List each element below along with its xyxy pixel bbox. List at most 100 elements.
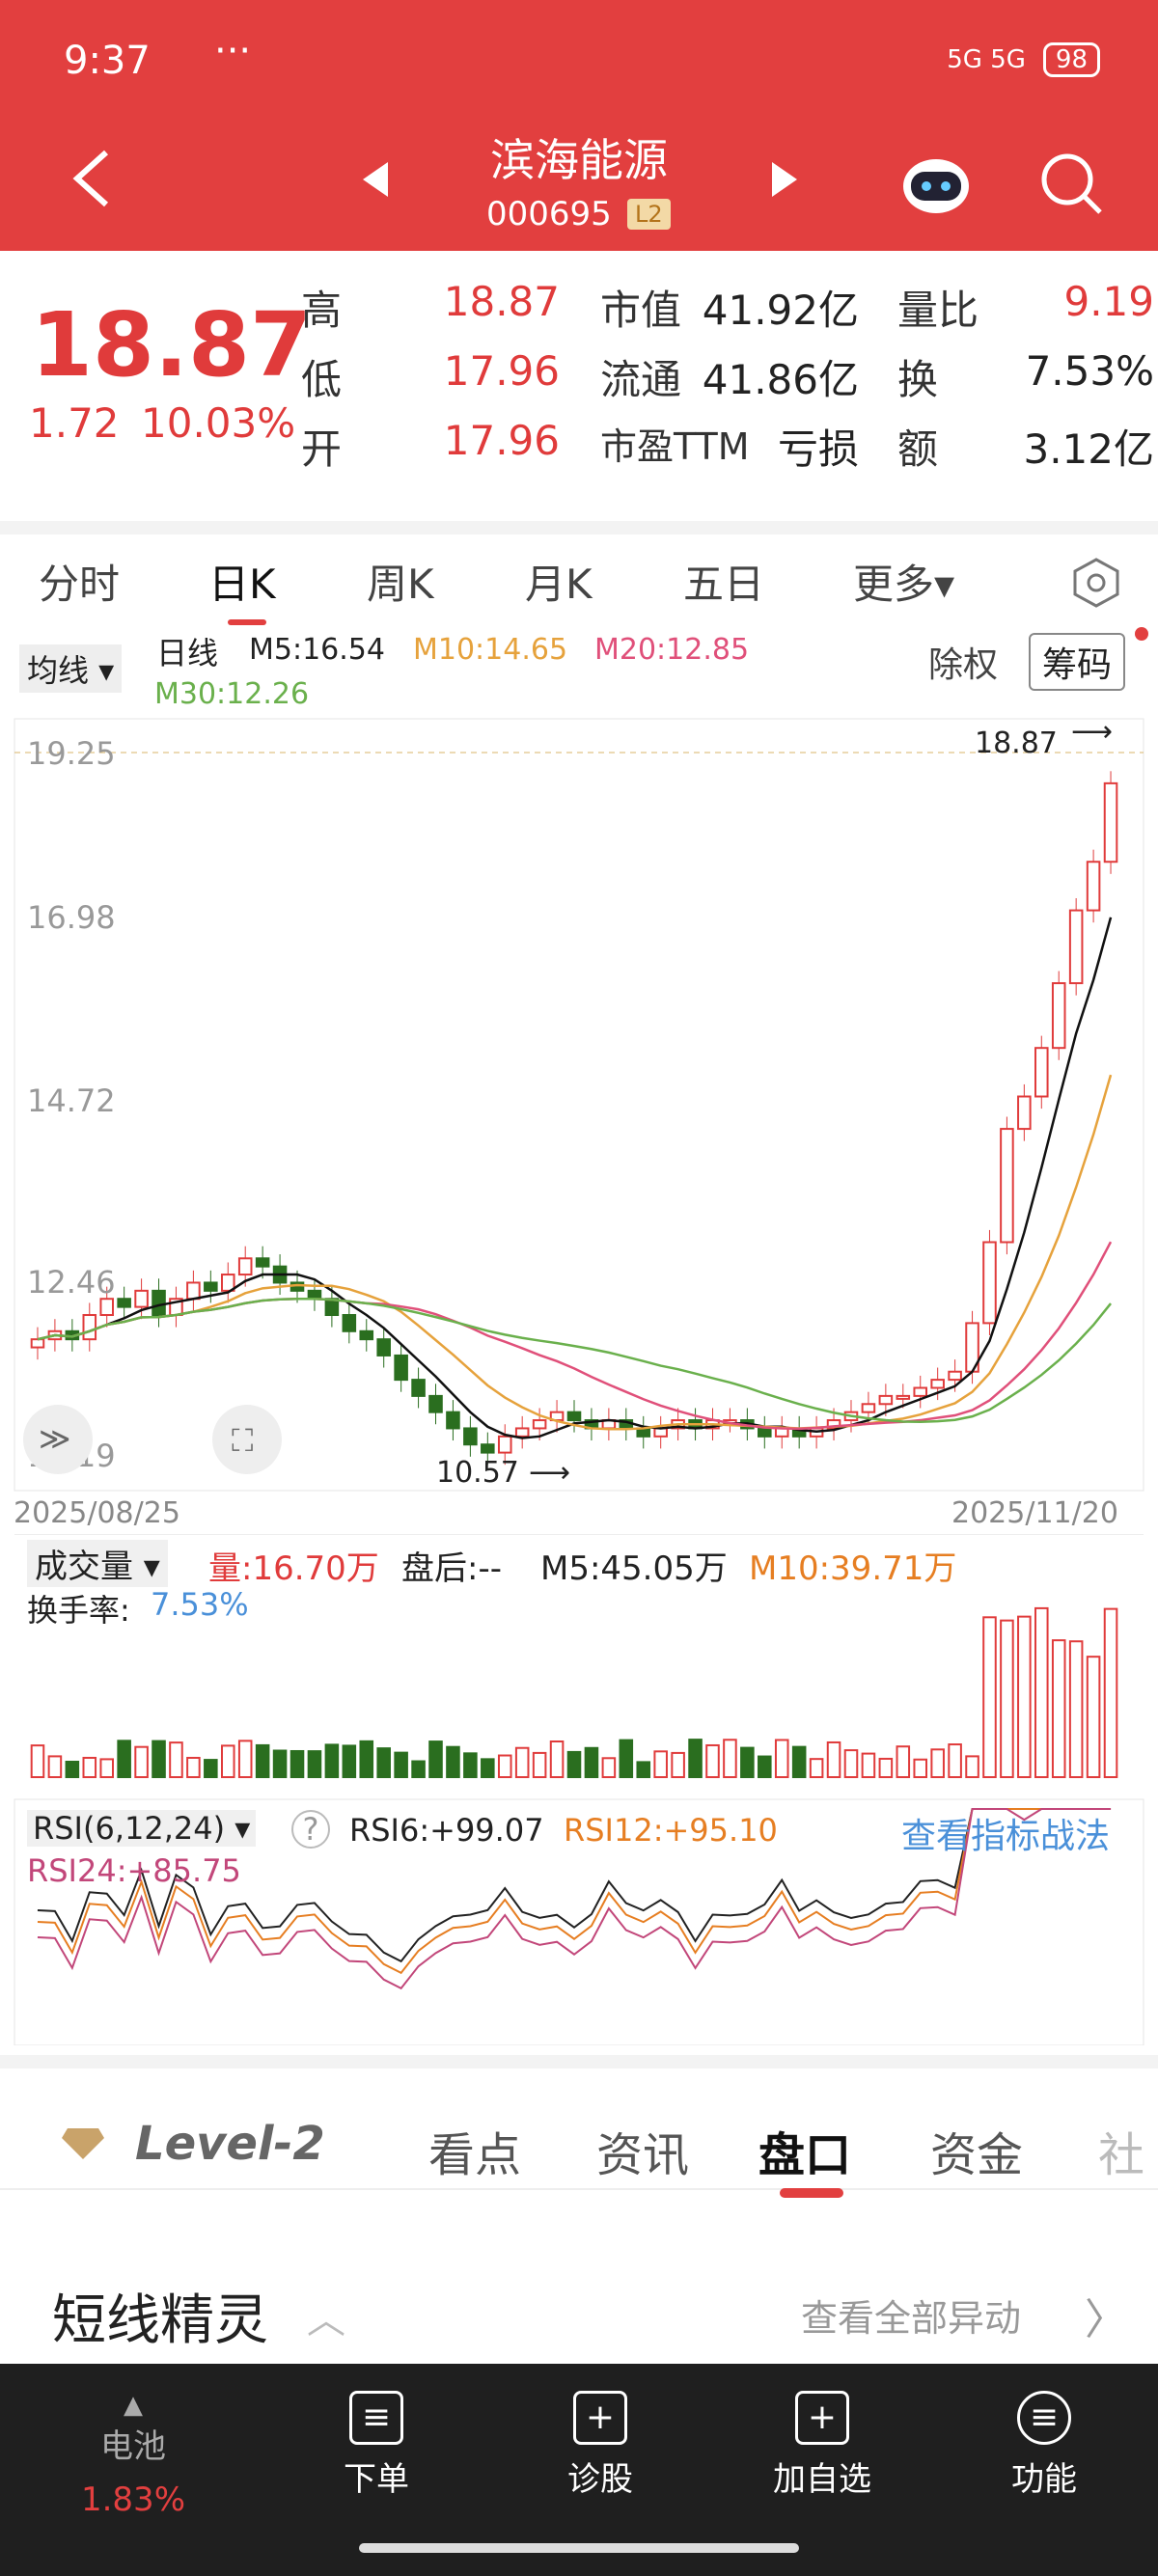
volume-bar xyxy=(118,1740,130,1777)
tab-monthly-k[interactable]: 月K xyxy=(525,552,593,611)
help-icon[interactable]: ? xyxy=(291,1810,330,1849)
volume-bar xyxy=(67,1762,79,1777)
tab-level2[interactable]: Level-2 xyxy=(135,2117,325,2171)
candle xyxy=(429,1396,442,1412)
search-icon[interactable] xyxy=(1038,151,1106,218)
volume-bar xyxy=(551,1741,564,1777)
volume-bar xyxy=(914,1760,926,1777)
add-watchlist-icon: + xyxy=(795,2391,849,2445)
volume-selector[interactable]: 成交量 ▾ xyxy=(27,1540,168,1587)
volume-bar xyxy=(326,1744,339,1777)
home-indicator xyxy=(359,2543,799,2553)
volume-bar xyxy=(84,1758,96,1777)
candle xyxy=(395,1356,407,1380)
settings-hex-icon[interactable] xyxy=(1069,556,1123,610)
nav-battery-label: 电池 xyxy=(56,2420,210,2467)
label-high: 高 xyxy=(301,278,342,337)
low-arrow: ⟶ xyxy=(529,1456,570,1490)
status-time: 9:37 xyxy=(64,39,151,83)
candle xyxy=(152,1291,165,1315)
volume-bar xyxy=(689,1740,702,1777)
l2-badge: L2 xyxy=(627,199,671,230)
ex-rights-button[interactable]: 除权 xyxy=(928,637,998,687)
x-end-date: 2025/11/20 xyxy=(951,1496,1118,1530)
candle xyxy=(1035,1048,1048,1096)
turnover-value: 7.53% xyxy=(151,1586,249,1623)
volume-bar xyxy=(880,1759,893,1777)
volume-bar xyxy=(291,1751,304,1777)
y-tick: 14.72 xyxy=(27,1082,116,1119)
rsi6-value: RSI6:+99.07 xyxy=(349,1812,544,1849)
tab-five-day[interactable]: 五日 xyxy=(683,552,764,611)
candle xyxy=(309,1291,321,1299)
indicator-strategy-link[interactable]: 查看指标战法 xyxy=(901,1808,1110,1858)
volume-bar xyxy=(568,1752,581,1777)
diamond-icon xyxy=(60,2124,106,2163)
volume-bar xyxy=(100,1759,113,1777)
status-icons: 5G 5G 98 xyxy=(947,42,1100,77)
y-tick: 16.98 xyxy=(27,899,116,936)
section-title: 短线精灵 xyxy=(52,2277,268,2355)
tab-order-book[interactable]: 盘口 xyxy=(758,2117,851,2184)
tab-intraday[interactable]: 分时 xyxy=(39,552,120,611)
rsi-selector[interactable]: RSI(6,12,24) ▾ xyxy=(27,1810,256,1847)
collapse-icon[interactable]: ︿ xyxy=(307,2288,345,2344)
chevron-right-icon[interactable]: 〉 xyxy=(1085,2285,1127,2346)
ma5-value: M5:16.54 xyxy=(249,633,385,667)
tab-news[interactable]: 资讯 xyxy=(596,2117,689,2184)
candle xyxy=(863,1404,875,1411)
view-all-anomaly-link[interactable]: 查看全部异动 xyxy=(801,2288,1021,2342)
chips-button[interactable]: 筹码 xyxy=(1029,633,1125,691)
ma-lines xyxy=(38,918,1111,1439)
volume-bar xyxy=(1070,1641,1083,1777)
ma-selector[interactable]: 均线 ▾ xyxy=(19,644,122,693)
label-mktcap: 市值 xyxy=(600,278,681,337)
candle xyxy=(377,1339,390,1356)
battery-icon: 98 xyxy=(1043,42,1100,77)
after-hours: 盘后:-- xyxy=(401,1542,502,1589)
robot-assistant-icon[interactable] xyxy=(897,143,975,220)
y-tick: 12.46 xyxy=(27,1264,116,1301)
candlestick-series xyxy=(32,771,1117,1465)
diagnose-icon: + xyxy=(573,2391,627,2445)
value-open: 17.96 xyxy=(425,417,560,464)
volume-bar xyxy=(983,1617,996,1777)
volume-bar xyxy=(1105,1609,1117,1777)
candle xyxy=(499,1437,511,1453)
volume-bar xyxy=(222,1745,234,1777)
nav-battery[interactable]: ▲ 电池 1.83% xyxy=(56,2391,210,2519)
value-turnover: 7.53% xyxy=(1004,347,1154,395)
volume-bar xyxy=(637,1762,649,1777)
candle xyxy=(758,1428,771,1436)
label-float: 流通 xyxy=(600,347,681,406)
nav-functions[interactable]: ≡ 功能 xyxy=(967,2391,1121,2500)
label-open: 开 xyxy=(301,417,342,476)
tab-community[interactable]: 社 xyxy=(1098,2117,1144,2184)
candle xyxy=(239,1258,252,1274)
candle xyxy=(1088,862,1100,910)
volume-bar xyxy=(793,1747,806,1777)
candle xyxy=(983,1243,996,1324)
volume-bar xyxy=(257,1745,269,1777)
volume-bar xyxy=(239,1740,252,1777)
tab-weekly-k[interactable]: 周K xyxy=(367,552,434,611)
up-arrow-icon: ▲ xyxy=(56,2391,210,2420)
active-info-tab-indicator xyxy=(780,2188,843,2198)
nav-battery-value: 1.83% xyxy=(56,2480,210,2519)
candle xyxy=(1070,911,1083,983)
volume-bar xyxy=(395,1753,407,1777)
volume-bar xyxy=(672,1753,684,1777)
nav-diagnose[interactable]: + 诊股 xyxy=(523,2391,677,2500)
nav-add-watchlist[interactable]: + 加自选 xyxy=(745,2391,899,2500)
price-change: 1.72 xyxy=(29,399,120,447)
tab-more[interactable]: 更多▾ xyxy=(853,552,954,611)
stock-code: 000695 xyxy=(486,195,612,233)
volume-bar xyxy=(1035,1608,1048,1777)
value-float: 41.86亿 xyxy=(695,347,859,406)
candle xyxy=(914,1387,926,1395)
volume-bar xyxy=(187,1758,200,1777)
tab-highlights[interactable]: 看点 xyxy=(428,2117,521,2184)
tab-funds[interactable]: 资金 xyxy=(930,2117,1023,2184)
nav-order[interactable]: ≡ 下单 xyxy=(299,2391,454,2500)
tab-daily-k[interactable]: 日K xyxy=(208,552,276,611)
